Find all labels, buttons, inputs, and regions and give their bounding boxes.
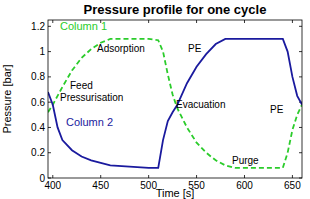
x-tick-top bbox=[196, 20, 197, 23]
series-line bbox=[48, 39, 302, 168]
series-line bbox=[48, 39, 302, 168]
y-tick bbox=[48, 152, 51, 153]
series-label: Column 1 bbox=[60, 20, 107, 32]
annotation: Purge bbox=[232, 155, 259, 166]
x-tick-top bbox=[52, 20, 53, 23]
x-tick-label: 400 bbox=[44, 180, 61, 191]
y-tick-label: 1.2 bbox=[31, 21, 45, 32]
x-tick-top bbox=[244, 20, 245, 23]
y-tick bbox=[48, 102, 51, 103]
x-tick bbox=[196, 175, 197, 178]
y-tick-label: 0.6 bbox=[31, 97, 45, 108]
y-tick-right bbox=[299, 127, 302, 128]
x-tick-top bbox=[292, 20, 293, 23]
annotation: PE bbox=[270, 104, 284, 115]
y-tick bbox=[48, 51, 51, 52]
annotation: Pressurisation bbox=[60, 92, 123, 103]
x-tick bbox=[244, 175, 245, 178]
y-tick-label: 0 bbox=[39, 173, 45, 184]
x-tick-label: 650 bbox=[284, 180, 301, 191]
x-tick bbox=[292, 175, 293, 178]
chart: Pressure profile for one cycleTime [s]Pr… bbox=[0, 0, 310, 199]
title: Pressure profile for one cycle bbox=[84, 2, 267, 17]
x-tick-label: 550 bbox=[188, 180, 205, 191]
x-tick bbox=[148, 175, 149, 178]
x-tick bbox=[52, 175, 53, 178]
plot-bg bbox=[48, 20, 302, 178]
annotation: Evacuation bbox=[176, 99, 225, 110]
plot-area bbox=[48, 39, 302, 168]
y-tick-label: 0.8 bbox=[31, 71, 45, 82]
y-tick-label: 0.4 bbox=[31, 122, 45, 133]
series-label: Column 2 bbox=[66, 116, 113, 128]
y-tick-label: 1 bbox=[39, 46, 45, 57]
x-tick-label: 500 bbox=[140, 180, 157, 191]
y-tick bbox=[48, 26, 51, 27]
annotation: PE bbox=[188, 43, 202, 54]
annotation: Adsorption bbox=[97, 43, 145, 54]
y-tick-label: 0.2 bbox=[31, 147, 45, 158]
y-tick-right bbox=[299, 152, 302, 153]
annotation: Feed bbox=[70, 80, 93, 91]
y-tick bbox=[48, 76, 51, 77]
x-tick bbox=[100, 175, 101, 178]
y-tick-right bbox=[299, 51, 302, 52]
frame bbox=[48, 20, 302, 178]
y-tick-right bbox=[299, 76, 302, 77]
y-label: Pressure [bar] bbox=[1, 64, 13, 133]
y-tick bbox=[48, 127, 51, 128]
y-tick-right bbox=[299, 26, 302, 27]
x-tick-top bbox=[148, 20, 149, 23]
x-tick-label: 450 bbox=[92, 180, 109, 191]
x-tick-label: 600 bbox=[236, 180, 253, 191]
